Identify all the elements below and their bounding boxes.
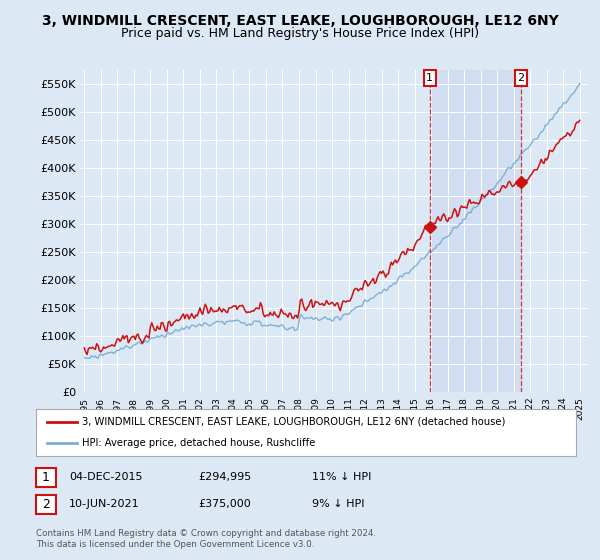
Text: 3, WINDMILL CRESCENT, EAST LEAKE, LOUGHBOROUGH, LE12 6NY (detached house): 3, WINDMILL CRESCENT, EAST LEAKE, LOUGHB… [82, 417, 505, 427]
Text: 04-DEC-2015: 04-DEC-2015 [69, 472, 143, 482]
Text: 2: 2 [42, 498, 50, 511]
Text: Contains HM Land Registry data © Crown copyright and database right 2024.
This d: Contains HM Land Registry data © Crown c… [36, 529, 376, 549]
Text: 10-JUN-2021: 10-JUN-2021 [69, 499, 140, 509]
Text: 1: 1 [42, 471, 50, 484]
Text: 11% ↓ HPI: 11% ↓ HPI [312, 472, 371, 482]
Text: 1: 1 [426, 73, 433, 83]
Text: Price paid vs. HM Land Registry's House Price Index (HPI): Price paid vs. HM Land Registry's House … [121, 27, 479, 40]
Text: 3, WINDMILL CRESCENT, EAST LEAKE, LOUGHBOROUGH, LE12 6NY: 3, WINDMILL CRESCENT, EAST LEAKE, LOUGHB… [41, 14, 559, 28]
Text: HPI: Average price, detached house, Rushcliffe: HPI: Average price, detached house, Rush… [82, 438, 315, 448]
Text: £375,000: £375,000 [198, 499, 251, 509]
Text: 9% ↓ HPI: 9% ↓ HPI [312, 499, 365, 509]
Text: £294,995: £294,995 [198, 472, 251, 482]
Bar [430, 70, 521, 392]
Text: 2: 2 [518, 73, 524, 83]
